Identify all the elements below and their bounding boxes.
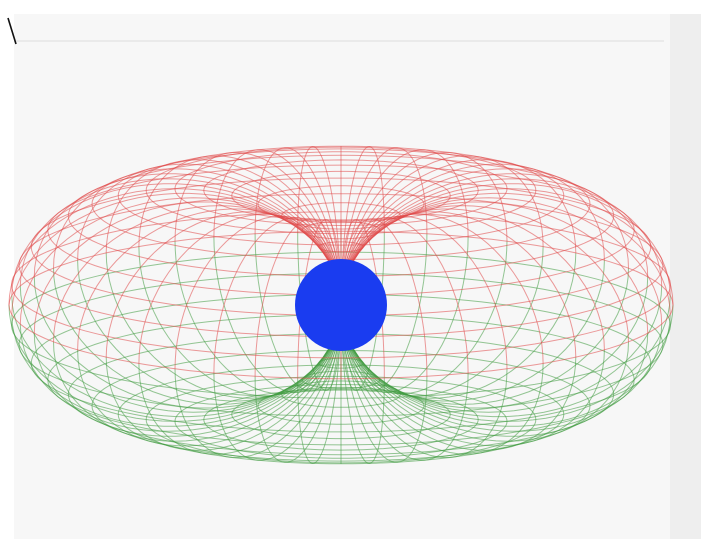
- mesh-line: [174, 151, 342, 306]
- mesh-line: [340, 304, 671, 427]
- mesh-line: [77, 208, 342, 350]
- mesh-line: [19, 304, 342, 432]
- mesh-line: [340, 304, 649, 437]
- mesh-line: [340, 304, 629, 442]
- mesh-line: [340, 217, 469, 374]
- mesh-line: [33, 201, 342, 334]
- mesh-line: [297, 145, 342, 306]
- mesh-line: [105, 304, 342, 451]
- mesh-line: [340, 304, 605, 447]
- mesh-line: [254, 218, 342, 377]
- mesh-line: [340, 208, 605, 350]
- mesh-line: [340, 215, 508, 369]
- mesh-line: [77, 304, 342, 447]
- mesh-line: [340, 155, 544, 306]
- mesh-line: [340, 304, 385, 465]
- mesh-line: [254, 304, 342, 463]
- mesh-line: [340, 211, 577, 358]
- central-sphere: [295, 259, 387, 351]
- mesh-line: [340, 241, 508, 395]
- mesh-line: [138, 304, 342, 455]
- mesh-line: [213, 217, 342, 374]
- mesh-line: [340, 151, 508, 306]
- mesh-line: [340, 304, 428, 463]
- mesh-line: [174, 241, 342, 395]
- mesh-line: [340, 147, 428, 306]
- mesh-line: [340, 145, 385, 306]
- mesh-line: [53, 168, 342, 306]
- axis-line: [7, 17, 17, 45]
- mesh-line: [138, 155, 342, 306]
- mesh-line: [174, 215, 342, 369]
- mesh-line: [340, 205, 629, 342]
- torus-upper-half-mesh: [8, 145, 674, 380]
- mesh-line: [33, 173, 342, 306]
- mesh-line: [138, 213, 342, 364]
- mesh-line: [53, 205, 342, 342]
- mesh-line: [11, 304, 342, 427]
- mesh-line: [340, 304, 577, 451]
- mesh-line: [254, 147, 342, 306]
- mesh-line: [8, 304, 342, 422]
- mesh-line: [174, 304, 342, 459]
- mesh-line: [33, 304, 342, 437]
- mesh-line: [340, 304, 469, 461]
- mesh-line: [340, 304, 544, 455]
- mesh-line: [105, 211, 342, 358]
- mesh-line: [340, 173, 649, 306]
- mesh-line: [340, 192, 671, 315]
- mesh-line: [340, 304, 508, 459]
- mesh-line: [297, 304, 342, 465]
- side-panel: [670, 14, 701, 539]
- mesh-line: [340, 213, 544, 364]
- mesh-line: [213, 304, 342, 461]
